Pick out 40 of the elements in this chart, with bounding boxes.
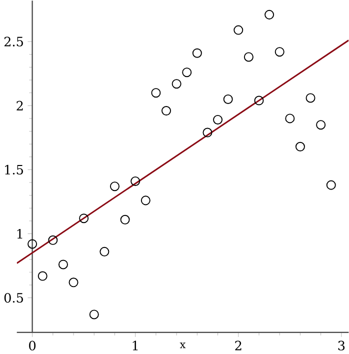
point	[234, 25, 244, 35]
point	[78, 214, 88, 224]
point	[48, 235, 58, 245]
point	[151, 88, 161, 98]
x-tick-label: 0	[28, 340, 36, 350]
x-tick-label: 2	[235, 340, 242, 350]
point	[264, 10, 274, 20]
point	[89, 310, 99, 320]
point	[120, 214, 130, 224]
point	[140, 196, 150, 206]
point	[27, 239, 37, 249]
point	[295, 142, 305, 152]
x-tick-label: 1	[132, 340, 138, 350]
point	[254, 96, 264, 106]
point	[130, 176, 140, 186]
point	[223, 94, 233, 104]
point	[161, 106, 171, 116]
point	[316, 120, 326, 130]
x-axis-title: x	[180, 342, 186, 348]
point	[212, 114, 222, 124]
point	[38, 271, 48, 281]
point	[172, 79, 182, 89]
y-tick-label: 2	[16, 100, 23, 110]
point	[100, 246, 110, 256]
y-tick-label: 1.5	[5, 164, 23, 175]
point	[58, 260, 68, 270]
point	[326, 180, 336, 190]
y-tick-label: 1	[17, 228, 22, 239]
point	[244, 52, 254, 62]
point	[306, 93, 316, 103]
point	[274, 47, 284, 57]
point	[202, 128, 212, 138]
y-tick-label: 2.5	[4, 36, 23, 46]
point	[285, 114, 295, 124]
point	[68, 278, 78, 288]
point	[192, 48, 202, 58]
y-tick-label: 0.5	[4, 292, 23, 303]
point	[110, 182, 120, 192]
point	[182, 68, 192, 78]
x-tick-label: 3	[338, 340, 344, 350]
